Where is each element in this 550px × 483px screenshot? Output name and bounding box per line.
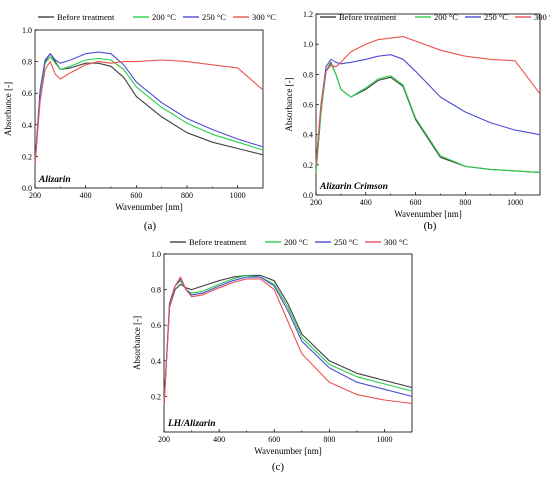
x-tick-label: 400	[360, 198, 372, 207]
y-tick-label: 0.2	[303, 161, 313, 170]
legend-label: 250 °C	[484, 12, 508, 22]
series-line-3	[163, 276, 413, 406]
y-tick-label: 0.2	[22, 152, 32, 161]
legend-label: 250 °C	[334, 237, 358, 247]
x-tick-label: 400	[213, 435, 225, 444]
legend-label: 250 °C	[202, 12, 226, 22]
plot-frame	[315, 13, 541, 196]
x-tick-label: 600	[130, 191, 142, 200]
y-axis-label: Absorbance [-]	[132, 316, 142, 370]
y-tick-label: 1.0	[22, 26, 32, 35]
x-tick-label: 400	[80, 191, 92, 200]
x-tick-label: 800	[181, 191, 193, 200]
legend: Before treatment 200 °C 250 °C 300 °C	[320, 12, 550, 22]
x-tick-label: 1000	[376, 435, 392, 444]
x-tick-label: 1000	[230, 191, 246, 200]
x-tick-label: 600	[268, 435, 280, 444]
y-tick-label: 0.4	[22, 121, 32, 130]
sample-annotation: Alizarin Crimson	[319, 182, 388, 192]
series-line-4	[315, 36, 541, 165]
sample-annotation: LH/Alizarin	[167, 419, 216, 429]
series-line-2	[163, 274, 413, 406]
x-tick-label: 200	[310, 198, 322, 207]
legend-label: 200 °C	[434, 12, 458, 22]
series-line-4	[34, 59, 264, 165]
legend-label: Before treatment	[339, 12, 397, 22]
series-line-2	[34, 56, 264, 165]
x-tick-label: 800	[323, 435, 335, 444]
x-axis-label: Wavenumber [nm]	[394, 209, 462, 219]
series-line-1	[163, 274, 413, 406]
legend-label: Before treatment	[57, 12, 115, 22]
x-tick-label: 200	[158, 435, 170, 444]
legend: Before treatment 200 °C 250 °C 300 °C	[38, 12, 276, 22]
legend-label: 300 °C	[252, 12, 276, 22]
x-tick-label: 800	[459, 198, 471, 207]
panel-b: 200 400 600 800 1000 0.0 0.2 0.4 0.6 0.8 1.0 1.2 Wav…	[284, 10, 550, 232]
x-axis-label: Wavenumber [nm]	[115, 202, 183, 212]
y-tick-label: 0.6	[151, 321, 161, 330]
panel-caption: (b)	[424, 220, 437, 232]
series-line-3	[315, 54, 541, 165]
legend-label: 200 °C	[284, 237, 308, 247]
x-tick-label: 200	[29, 191, 41, 200]
y-tick-label: 0.2	[151, 392, 161, 401]
panel-caption: (a)	[144, 220, 157, 232]
plot-frame	[34, 29, 264, 189]
series-line-1	[34, 53, 264, 165]
sample-annotation: Alizarin	[38, 175, 71, 185]
y-tick-label: 0.8	[22, 58, 32, 67]
series-line-3	[34, 51, 264, 165]
x-tick-label: 1000	[507, 198, 523, 207]
plot-frame	[163, 253, 413, 433]
y-tick-label: 0.6	[22, 89, 32, 98]
y-tick-label: 1.0	[303, 40, 313, 49]
panel-a: 200 400 600 800 1000 0.0 0.2 0.4 0.6 0.8 1.0 Wavenu…	[3, 12, 276, 232]
x-axis-label: Wavenumber [nm]	[254, 446, 322, 456]
y-axis-label: Absorbance [-]	[3, 82, 13, 136]
panel-caption: (c)	[272, 461, 285, 473]
legend-label: 300 °C	[534, 12, 550, 22]
x-tick-label: 600	[410, 198, 422, 207]
legend-label: 300 °C	[384, 237, 408, 247]
legend: Before treatment 200 °C 250 °C 300 °C	[170, 237, 408, 247]
y-tick-label: 0.8	[151, 286, 161, 295]
legend-label: 200 °C	[152, 12, 176, 22]
y-tick-label: 0.4	[151, 357, 161, 366]
y-tick-label: 0.0	[22, 184, 32, 193]
y-tick-label: 0.6	[303, 101, 313, 110]
legend-label: Before treatment	[189, 237, 247, 247]
y-tick-label: 0.0	[303, 191, 313, 200]
panel-c: 200 400 600 800 1000 0.2 0.4 0.6 0.8 1.0 Wavenumbe…	[132, 237, 413, 473]
y-tick-label: 1.2	[303, 10, 313, 19]
series-line-2	[315, 63, 541, 173]
series-line-4	[163, 276, 413, 406]
y-tick-label: 0.8	[303, 70, 313, 79]
series-line-1	[315, 61, 541, 173]
y-tick-label: 0.4	[303, 131, 313, 140]
y-tick-label: 1.0	[151, 250, 161, 259]
y-axis-label: Absorbance [-]	[284, 77, 294, 131]
